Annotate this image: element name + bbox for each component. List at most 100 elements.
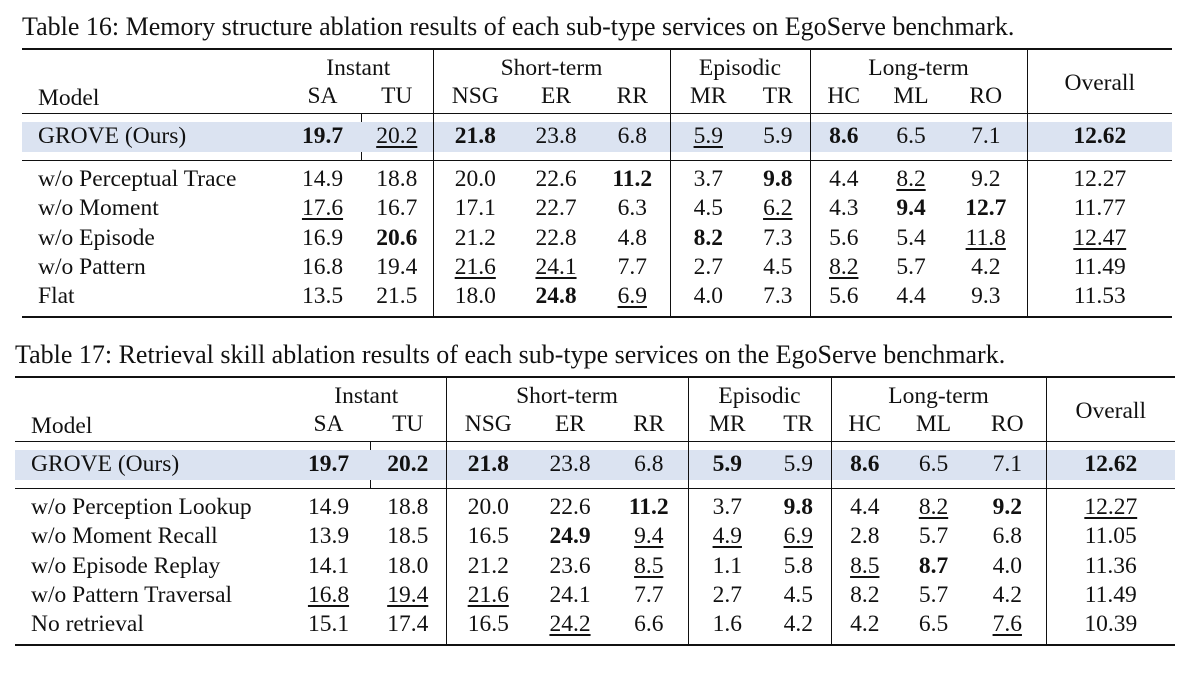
cell-value: 21.2	[467, 552, 509, 579]
table-row: w/o Pattern Traversal 16.8 19.4 21.6 24.1 7.7…	[15, 581, 1175, 611]
table-cell: 23.6	[530, 552, 610, 581]
results-table: Model Instant Short-term Episodic Long-term O…	[22, 47, 1172, 318]
cell-value: 4.2	[992, 582, 1022, 609]
table-cell: 3.7	[687, 487, 766, 523]
group-header-short-term: Short-term	[432, 47, 670, 84]
cell-value: 24.1	[549, 582, 591, 609]
table-cell: 5.8	[766, 552, 831, 581]
cell-value: 4.4	[850, 493, 880, 520]
table-cell: 4.4	[877, 282, 945, 318]
cell-value: 4.5	[783, 582, 813, 609]
table-cell: 8.2	[877, 159, 945, 195]
table-cell: 4.3	[809, 194, 877, 224]
row-model-name: w/o Pattern	[38, 254, 146, 281]
sub-column-header: NSG	[432, 83, 517, 115]
cell-value: 22.6	[535, 165, 577, 192]
table-cell: 6.3	[595, 194, 670, 223]
table-cell: 5.9	[766, 450, 831, 480]
cell-value: 11.8	[965, 224, 1006, 251]
group-header-long-term: Long-term	[809, 47, 1027, 84]
cell-value: 17.6	[301, 195, 344, 222]
table-cell: 18.5	[370, 522, 446, 551]
table-cell: 18.8	[370, 487, 446, 523]
table-cell: 16.7	[361, 194, 433, 223]
table-cell: 19.7	[284, 122, 361, 152]
table-cell: 8.5	[610, 552, 688, 581]
table-cell: 8.2	[809, 253, 877, 283]
table-cell: 19.4	[370, 581, 446, 610]
cell-value: 19.7	[307, 451, 350, 478]
table-cell: 18.8	[361, 159, 433, 195]
table-cell: 21.2	[445, 551, 530, 582]
cell-value: 21.6	[467, 582, 509, 609]
table-cell: 6.8	[610, 450, 688, 480]
table-cell: 24.9	[530, 522, 610, 551]
row-model-name: w/o Episode	[38, 224, 155, 251]
group-header-instant: Instant	[287, 375, 446, 412]
table-cell: 8.2	[669, 223, 746, 254]
cell-value: 19.4	[387, 582, 429, 609]
table-cell: 20.6	[361, 224, 433, 253]
row-model-name: w/o Perception Lookup	[15, 487, 287, 523]
cell-value: 23.6	[549, 552, 591, 579]
cell-value: 5.9	[693, 123, 723, 150]
cell-value: 2.7	[712, 582, 742, 609]
cell-value: 4.4	[829, 165, 859, 192]
table-cell: 19.4	[361, 253, 433, 282]
table-cell: 9.4	[877, 194, 945, 223]
cell-value: 6.5	[896, 123, 926, 150]
table-cell: 5.6	[809, 223, 877, 254]
cell-value: 7.7	[634, 582, 664, 609]
cell-value: 4.0	[992, 552, 1022, 579]
cell-value: 9.8	[763, 165, 793, 192]
cell-value: 6.5	[918, 611, 949, 638]
table-cell: 7.1	[969, 450, 1046, 480]
table-cell: 5.7	[898, 581, 969, 610]
table-cell: 6.5	[898, 450, 969, 480]
table-cell: 10.39	[1045, 610, 1175, 646]
sub-column-header: TU	[361, 83, 433, 115]
table-cell: 17.6	[284, 194, 361, 223]
table-cell: 8.5	[830, 551, 898, 582]
table-cell: 5.9	[669, 122, 746, 152]
cell-value: 21.6	[454, 254, 496, 281]
table-cell: 6.9	[595, 282, 670, 318]
cell-value: 8.7	[918, 552, 949, 579]
cell-value: 6.3	[617, 195, 647, 222]
cell-value: 24.9	[549, 523, 591, 550]
table-cell: 11.49	[1045, 581, 1175, 611]
cell-value: 17.4	[387, 611, 429, 638]
table-cell: 16.8	[284, 253, 361, 282]
table-cell: 4.4	[809, 159, 877, 195]
table-cell: 11.36	[1045, 551, 1175, 582]
table-cell: 20.0	[445, 487, 530, 523]
table-cell: 12.47	[1026, 223, 1172, 254]
sub-column-header: RR	[595, 83, 670, 115]
cell-value: 11.2	[612, 165, 653, 192]
cell-value: 15.1	[307, 611, 350, 638]
cell-value: 1.1	[712, 552, 742, 579]
cell-value: 7.3	[763, 224, 793, 251]
cell-value: 17.1	[454, 195, 496, 222]
table-cell: 5.4	[877, 224, 945, 253]
table-cell: 4.8	[595, 224, 670, 253]
cell-value: 6.2	[763, 195, 793, 222]
table-cell: 4.2	[766, 610, 831, 646]
cell-value: 2.8	[850, 523, 880, 550]
table-row: GROVE (Ours) 19.7 20.2 21.8 23.8 6.8 5.9 5.9 8.6…	[15, 450, 1175, 480]
table-cell: 9.2	[945, 159, 1027, 195]
model-column-header: Model	[15, 376, 287, 443]
cell-value: 20.6	[376, 224, 418, 251]
table-cell: 13.9	[287, 522, 370, 551]
model-column-header: Model	[22, 48, 284, 115]
cell-value: 13.9	[307, 523, 350, 550]
cell-value: 12.62	[1073, 123, 1127, 150]
table-cell: 6.8	[595, 122, 670, 152]
cell-value: 22.7	[535, 195, 577, 222]
table-cell: 8.6	[830, 450, 898, 480]
cell-value: 10.39	[1084, 611, 1138, 638]
table-cell: 9.4	[610, 522, 688, 551]
cell-value: 5.9	[783, 451, 813, 478]
table-cell: 4.5	[746, 253, 810, 282]
cell-value: 21.8	[467, 451, 509, 478]
